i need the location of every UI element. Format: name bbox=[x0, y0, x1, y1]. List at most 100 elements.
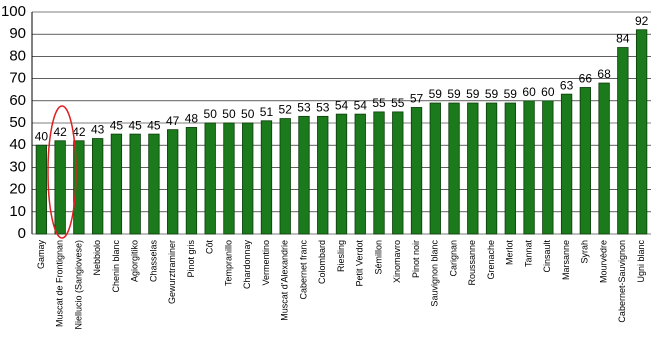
bar bbox=[223, 122, 235, 235]
x-tick-label: Chenin blanc bbox=[111, 240, 121, 293]
x-tick-label: Muscat d'Alexandrie bbox=[280, 240, 290, 321]
bar bbox=[91, 138, 104, 235]
value-label: 54 bbox=[354, 98, 368, 112]
y-tick-label: 80 bbox=[9, 47, 26, 64]
x-tick-label: Muscat de Frontignan bbox=[55, 240, 65, 327]
value-label: 84 bbox=[616, 32, 630, 46]
value-label: 50 bbox=[204, 107, 218, 121]
value-label: 42 bbox=[53, 125, 67, 139]
x-tick-label: Gamay bbox=[36, 240, 46, 270]
value-label: 52 bbox=[279, 103, 293, 117]
y-tick-label: 50 bbox=[9, 114, 26, 131]
x-tick-label: Colombard bbox=[317, 240, 327, 284]
value-label: 66 bbox=[579, 72, 593, 86]
x-tick-label: Pinot gris bbox=[186, 240, 196, 278]
value-label: 45 bbox=[147, 118, 161, 132]
value-label: 51 bbox=[260, 105, 274, 119]
bar bbox=[373, 111, 385, 235]
bar bbox=[185, 127, 198, 235]
bar bbox=[129, 133, 141, 235]
value-label: 92 bbox=[635, 14, 649, 28]
value-label: 50 bbox=[222, 107, 236, 121]
y-tick-label: 20 bbox=[9, 181, 26, 198]
highlight-ellipse bbox=[47, 105, 77, 239]
value-label: 45 bbox=[110, 118, 124, 132]
y-tick-label: 40 bbox=[9, 136, 26, 153]
value-label: 53 bbox=[297, 101, 311, 115]
bar bbox=[467, 102, 479, 235]
y-tick-label: 10 bbox=[9, 203, 26, 220]
bar bbox=[73, 140, 85, 235]
x-tick-label: Cabernet franc bbox=[298, 240, 308, 300]
value-label: 45 bbox=[128, 118, 142, 132]
value-label: 60 bbox=[522, 85, 536, 99]
value-label: 59 bbox=[485, 87, 499, 101]
x-tick-label: Roussanne bbox=[467, 240, 477, 286]
value-label: 40 bbox=[35, 129, 49, 143]
x-tick-label: Syrah bbox=[580, 240, 590, 264]
x-tick-label: Chasselas bbox=[148, 240, 158, 283]
y-tick-label: 100 bbox=[1, 3, 26, 20]
value-label: 42 bbox=[72, 125, 86, 139]
value-label: 43 bbox=[91, 123, 105, 137]
x-tick-label: Nebbiolo bbox=[92, 240, 102, 276]
bar bbox=[392, 111, 404, 235]
bar bbox=[635, 29, 648, 235]
bar bbox=[485, 102, 498, 235]
value-label: 54 bbox=[335, 98, 349, 112]
x-tick-label: Pinot noir bbox=[411, 240, 421, 278]
bar bbox=[448, 102, 460, 235]
x-tick-label: Riesling bbox=[336, 240, 346, 272]
bar bbox=[579, 87, 592, 235]
y-tick-label: 30 bbox=[9, 158, 26, 175]
value-label: 50 bbox=[241, 107, 255, 121]
x-tick-label: Petit Verdot bbox=[355, 240, 365, 287]
x-tick-label: Vermentino bbox=[261, 240, 271, 286]
bar bbox=[617, 47, 629, 235]
x-tick-label: Ugni blanc bbox=[636, 240, 646, 283]
bar bbox=[335, 113, 348, 235]
x-tick-label: Niellucio (Sangiovese) bbox=[73, 240, 83, 330]
value-label: 57 bbox=[410, 92, 424, 106]
x-tick-label: Marsanne bbox=[561, 240, 571, 280]
bar bbox=[110, 133, 123, 235]
bar bbox=[167, 129, 179, 235]
y-tick-label: 70 bbox=[9, 70, 26, 87]
y-tick-label: 0 bbox=[18, 225, 26, 242]
bar bbox=[298, 115, 310, 235]
value-label: 55 bbox=[372, 96, 386, 110]
y-tick-label: 90 bbox=[9, 25, 26, 42]
value-label: 55 bbox=[391, 96, 405, 110]
x-tick-label: Cabernet-Sauvignon bbox=[617, 240, 627, 323]
x-tick-label: Carignan bbox=[448, 240, 458, 277]
x-tick-label: Cinsault bbox=[542, 240, 552, 273]
x-tick-label: Côt bbox=[205, 240, 215, 255]
x-tick-label: Sémillon bbox=[373, 240, 383, 275]
x-tick-label: Chardonnay bbox=[242, 240, 252, 290]
x-tick-label: Sauvignon blanc bbox=[430, 240, 440, 307]
value-label: 59 bbox=[466, 87, 480, 101]
bar bbox=[354, 113, 366, 235]
x-tick-label: Grenache bbox=[486, 240, 496, 280]
x-tick-label: Mourvèdre bbox=[598, 240, 608, 283]
value-label: 53 bbox=[316, 101, 330, 115]
value-label: 68 bbox=[597, 67, 611, 81]
bar bbox=[260, 120, 273, 235]
x-tick-label: Xinomavro bbox=[392, 240, 402, 283]
bar bbox=[317, 115, 329, 235]
bar bbox=[148, 133, 160, 235]
value-label: 47 bbox=[166, 114, 180, 128]
bar bbox=[598, 82, 610, 235]
value-label: 60 bbox=[541, 85, 555, 99]
bar bbox=[560, 93, 573, 235]
x-tick-label: Agiorgitiko bbox=[130, 240, 140, 282]
bar bbox=[54, 140, 66, 235]
value-label: 59 bbox=[447, 87, 461, 101]
bar bbox=[242, 122, 254, 235]
x-tick-label: Tempranillo bbox=[223, 240, 233, 286]
x-tick-label: Gewurztraminer bbox=[167, 240, 177, 304]
bar bbox=[429, 102, 441, 235]
bar bbox=[523, 100, 535, 235]
